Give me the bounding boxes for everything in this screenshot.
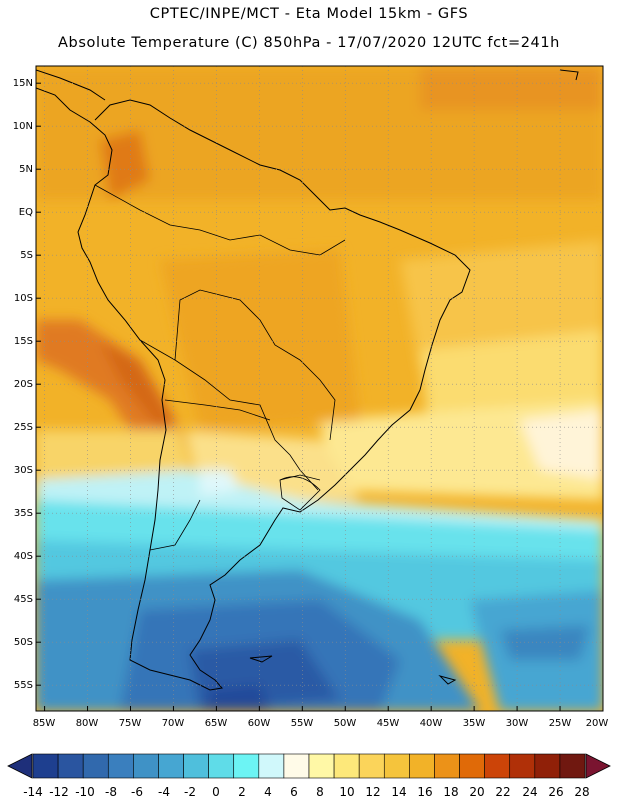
colorbar-swatch bbox=[208, 753, 235, 779]
colorbar-label: -10 bbox=[75, 785, 95, 799]
lat-label: 15S bbox=[14, 336, 33, 347]
colorbar-label: 6 bbox=[290, 785, 298, 799]
colorbar-label: 24 bbox=[522, 785, 537, 799]
colorbar-label: 16 bbox=[417, 785, 432, 799]
lon-label: 60W bbox=[248, 718, 271, 729]
colorbar-swatch bbox=[183, 753, 209, 779]
colorbar-swatch bbox=[32, 753, 59, 779]
colorbar-swatch bbox=[383, 753, 410, 779]
axis-ticks bbox=[36, 82, 604, 711]
colorbar-label: -14 bbox=[23, 785, 43, 799]
colorbar-label: 0 bbox=[212, 785, 220, 799]
colorbar-label: 14 bbox=[391, 785, 406, 799]
lon-label: 50W bbox=[334, 718, 357, 729]
colorbar-swatch bbox=[459, 753, 485, 779]
colorbar-swatch bbox=[258, 753, 285, 779]
lat-label: 20S bbox=[14, 379, 33, 390]
lat-lon-gridlines bbox=[36, 66, 603, 711]
colorbar-swatch bbox=[559, 753, 586, 779]
lat-label: 10N bbox=[13, 121, 33, 132]
colorbar-swatch bbox=[308, 753, 335, 779]
colorbar-swatch bbox=[283, 753, 310, 779]
colorbar-label: 18 bbox=[443, 785, 458, 799]
lon-label: 65W bbox=[205, 718, 228, 729]
colorbar-label: 12 bbox=[365, 785, 380, 799]
lat-label: 30S bbox=[14, 465, 33, 476]
colorbar-label: 8 bbox=[316, 785, 324, 799]
latitude-labels: 15N 10N 5N EQ 5S 10S 15S 20S 25S 30S 35S… bbox=[13, 78, 33, 691]
colorbar-swatch bbox=[82, 753, 109, 779]
colorbar-swatch bbox=[434, 753, 460, 779]
lon-label: 35W bbox=[463, 718, 486, 729]
colorbar-swatch bbox=[57, 753, 84, 779]
map-frame bbox=[35, 65, 604, 712]
lon-label: 45W bbox=[377, 718, 400, 729]
colorbar bbox=[7, 753, 611, 779]
colorbar-label: 4 bbox=[264, 785, 272, 799]
lat-label: 10S bbox=[14, 293, 33, 304]
lat-label: 5S bbox=[20, 250, 33, 261]
colorbar-label: -12 bbox=[49, 785, 69, 799]
colorbar-swatch bbox=[534, 753, 561, 779]
lon-label: 20W bbox=[586, 718, 609, 729]
lon-label: 70W bbox=[162, 718, 185, 729]
lat-label: 15N bbox=[13, 78, 33, 89]
colorbar-label: 2 bbox=[238, 785, 246, 799]
lat-label: 45S bbox=[14, 594, 33, 605]
colorbar-label: 10 bbox=[339, 785, 354, 799]
lon-label: 55W bbox=[291, 718, 314, 729]
colorbar-label: -8 bbox=[105, 785, 117, 799]
colorbar-swatch bbox=[107, 753, 134, 779]
colorbar-swatch bbox=[133, 753, 159, 779]
colorbar-max-arrow bbox=[585, 753, 611, 779]
lat-label: 5N bbox=[19, 164, 33, 175]
colorbar-swatch bbox=[484, 753, 511, 779]
lon-label: 75W bbox=[119, 718, 142, 729]
lon-label: 80W bbox=[76, 718, 99, 729]
coastlines bbox=[36, 69, 579, 691]
colorbar-labels: -14 -12 -10 -8 -6 -4 -2 0 2 4 6 8 10 12 … bbox=[23, 785, 589, 799]
colorbar-min-arrow bbox=[7, 753, 33, 779]
temperature-field bbox=[36, 66, 603, 711]
longitude-labels: 85W 80W 75W 70W 65W 60W 55W 50W 45W 40W … bbox=[33, 718, 609, 729]
chart-title-line-1: CPTEC/INPE/MCT - Eta Model 15km - GFS bbox=[149, 6, 469, 22]
colorbar-label: -6 bbox=[131, 785, 143, 799]
colorbar-swatch bbox=[409, 753, 435, 779]
colorbar-label: -2 bbox=[184, 785, 196, 799]
colorbar-swatch bbox=[158, 753, 184, 779]
lat-label: EQ bbox=[19, 207, 33, 218]
colorbar-label: 28 bbox=[574, 785, 589, 799]
colorbar-swatch bbox=[509, 753, 536, 779]
colorbar-label: 22 bbox=[495, 785, 510, 799]
lat-label: 25S bbox=[14, 422, 33, 433]
lon-label: 30W bbox=[506, 718, 529, 729]
colorbar-label: 20 bbox=[469, 785, 484, 799]
lat-label: 40S bbox=[14, 551, 33, 562]
colorbar-swatch bbox=[233, 753, 260, 779]
colorbar-swatch bbox=[358, 753, 385, 779]
colorbar-swatch bbox=[333, 753, 360, 779]
colorbar-label: -4 bbox=[158, 785, 170, 799]
country-borders bbox=[94, 184, 346, 551]
lat-label: 55S bbox=[14, 680, 33, 691]
lon-label: 40W bbox=[420, 718, 443, 729]
lat-label: 50S bbox=[14, 637, 33, 648]
lon-label: 25W bbox=[549, 718, 572, 729]
lon-label: 85W bbox=[33, 718, 56, 729]
chart-title-line-2: Absolute Temperature (C) 850hPa - 17/07/… bbox=[58, 35, 560, 51]
lat-label: 35S bbox=[14, 508, 33, 519]
colorbar-label: 26 bbox=[548, 785, 563, 799]
